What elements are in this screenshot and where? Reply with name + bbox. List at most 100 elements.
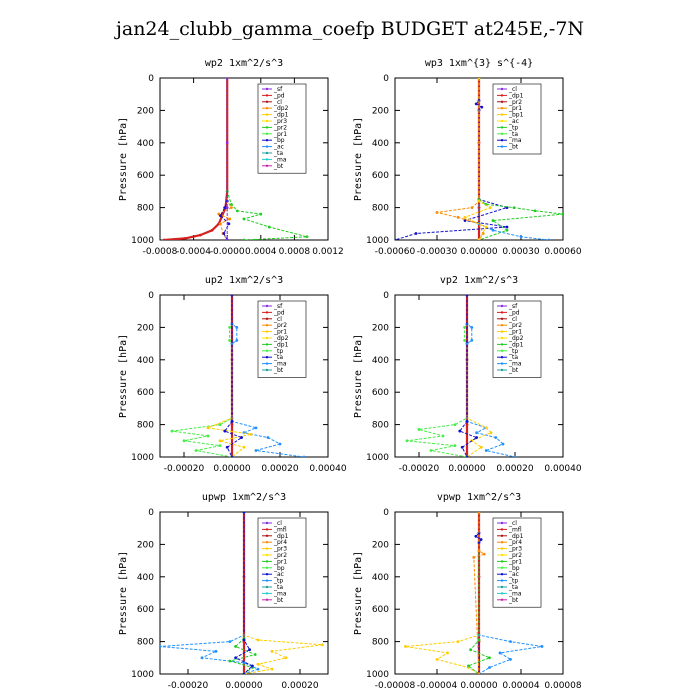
series-line (171, 295, 233, 457)
legend-label: _dp2 (508, 335, 524, 342)
y-tick-label: 0 (383, 508, 389, 518)
legend-marker (500, 368, 504, 372)
series-point (472, 555, 476, 559)
legend-marker (265, 356, 269, 359)
series-point (230, 202, 233, 206)
legend-label: _pr1 (273, 558, 287, 565)
series-point (219, 222, 222, 226)
series-point (210, 228, 214, 232)
legend-marker (265, 566, 269, 569)
legend-label: _ma (508, 590, 522, 597)
x-tick-label: 0.00000 (225, 681, 262, 691)
legend-label: _pr1 (508, 105, 522, 112)
legend-label: _bt (508, 367, 519, 374)
series-point (225, 206, 229, 210)
series-point (200, 656, 204, 660)
series-point (234, 656, 238, 660)
series-point (305, 235, 309, 239)
series-point (488, 666, 491, 669)
legend-box (492, 300, 542, 378)
series-point (463, 326, 466, 329)
legend-marker (265, 368, 269, 372)
series-line (475, 512, 482, 674)
legend-label: _bp (273, 565, 285, 572)
legend-label: _cl (273, 520, 282, 527)
series-point (482, 552, 486, 556)
legend-marker (500, 598, 504, 601)
legend-marker (500, 528, 504, 531)
legend-label: _pr3 (273, 118, 287, 125)
series-point (227, 222, 231, 226)
y-tick-label: 400 (137, 139, 154, 149)
legend-marker (500, 573, 504, 576)
series-point (182, 439, 186, 443)
series-point (477, 199, 481, 203)
x-tick-label: 0.00040 (544, 464, 581, 474)
x-tick-label: -0.0004 (176, 247, 211, 257)
legend-label: _pr3 (508, 546, 522, 553)
series-point (477, 238, 481, 240)
x-tick-label: -0.0008 (143, 247, 178, 257)
series-point (519, 235, 523, 239)
series-line (234, 512, 254, 674)
series-point (267, 225, 271, 229)
series-point (225, 141, 229, 145)
plot-frame (394, 294, 564, 458)
legend-label: _sf (273, 303, 283, 310)
series-line (478, 78, 563, 240)
y-tick-label: 600 (372, 605, 389, 615)
y-tick-label: 400 (137, 573, 154, 583)
series-point (235, 209, 239, 213)
y-tick-label: 0 (383, 291, 389, 301)
legend-label: _bp1 (508, 112, 524, 119)
legend-marker (265, 541, 269, 544)
series-point (429, 449, 433, 452)
series-point (441, 434, 445, 438)
legend-label: _bt (273, 367, 284, 374)
series-point (489, 431, 493, 435)
y-tick-label: 0 (148, 291, 154, 301)
legend-label: _sf (273, 86, 283, 93)
legend-marker (500, 119, 504, 123)
legend-label: _ma (273, 361, 287, 368)
legend-label: _sf (508, 303, 518, 310)
y-tick-label: 800 (137, 638, 154, 648)
legend-label: _ma (508, 361, 522, 368)
legend-label: _ta (273, 150, 283, 157)
legend-marker (265, 560, 269, 563)
legend-marker (265, 158, 269, 161)
legend-marker (265, 343, 269, 346)
series-point (254, 449, 258, 452)
x-tick-label: 0.00000 (213, 464, 250, 474)
series-point (240, 436, 244, 439)
legend-label: _ma (273, 590, 287, 597)
series-point (266, 436, 270, 439)
legend-label: _bp (508, 565, 520, 572)
series-point (491, 228, 495, 232)
series-point (477, 638, 481, 642)
legend-marker (500, 566, 504, 569)
x-tick-label: 0.00020 (261, 464, 298, 474)
x-tick-label: 0.00004 (502, 681, 539, 691)
series-point (458, 429, 462, 433)
legend-label: _pr1 (273, 329, 287, 336)
legend-marker (500, 132, 504, 135)
legend-marker (500, 560, 504, 563)
series-point (498, 651, 502, 655)
series-point (321, 643, 324, 647)
panel-title: vp2 1xm^2/s^3 (440, 275, 518, 286)
series-point (228, 659, 232, 663)
legend-marker (500, 324, 504, 327)
series-point (395, 238, 397, 240)
y-tick-label: 400 (372, 573, 389, 583)
legend-label: _pr1 (508, 329, 522, 336)
y-tick-label: 600 (372, 171, 389, 181)
legend-label: _pd (273, 309, 285, 316)
legend-marker (265, 585, 269, 589)
legend-label: _ta (508, 584, 518, 591)
series-point (453, 423, 457, 426)
series-point (477, 531, 481, 535)
series-group (395, 78, 563, 240)
legend-label: _bt (508, 597, 519, 604)
legend-label: _dp1 (273, 341, 289, 348)
